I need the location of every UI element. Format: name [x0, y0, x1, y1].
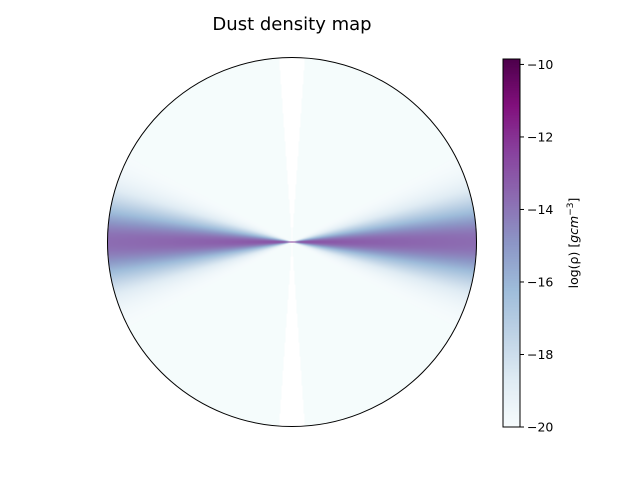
chart-title: Dust density map [212, 14, 371, 35]
colorbar-label-base: log(ρ) [ [566, 243, 581, 289]
domain-boundary [107, 57, 477, 427]
colorbar-label: log(ρ) [gcm−3] [566, 198, 581, 289]
colorbar-tick-label: −20 [527, 420, 553, 435]
colorbar-frame [502, 58, 521, 428]
colorbar-label-close: ] [566, 198, 581, 203]
colorbar-label-exp: −3 [566, 203, 576, 216]
colorbar-tick-label: −14 [527, 202, 553, 217]
colorbar-tick-label: −18 [527, 347, 553, 362]
colorbar-tick-label: −16 [527, 274, 553, 289]
colorbar-gradient [503, 59, 520, 427]
colorbar-label-unit: gcm [566, 216, 581, 243]
density-heatmap [106, 56, 478, 428]
density-map [106, 56, 478, 428]
colorbar: −10 −12 −14 −16 −18 −20 log(ρ) [gcm−3] [502, 57, 581, 435]
colorbar-tick-label: −10 [527, 57, 553, 72]
colorbar-ticks: −10 −12 −14 −16 −18 −20 [520, 57, 553, 435]
colorbar-tick-label: −12 [527, 129, 553, 144]
